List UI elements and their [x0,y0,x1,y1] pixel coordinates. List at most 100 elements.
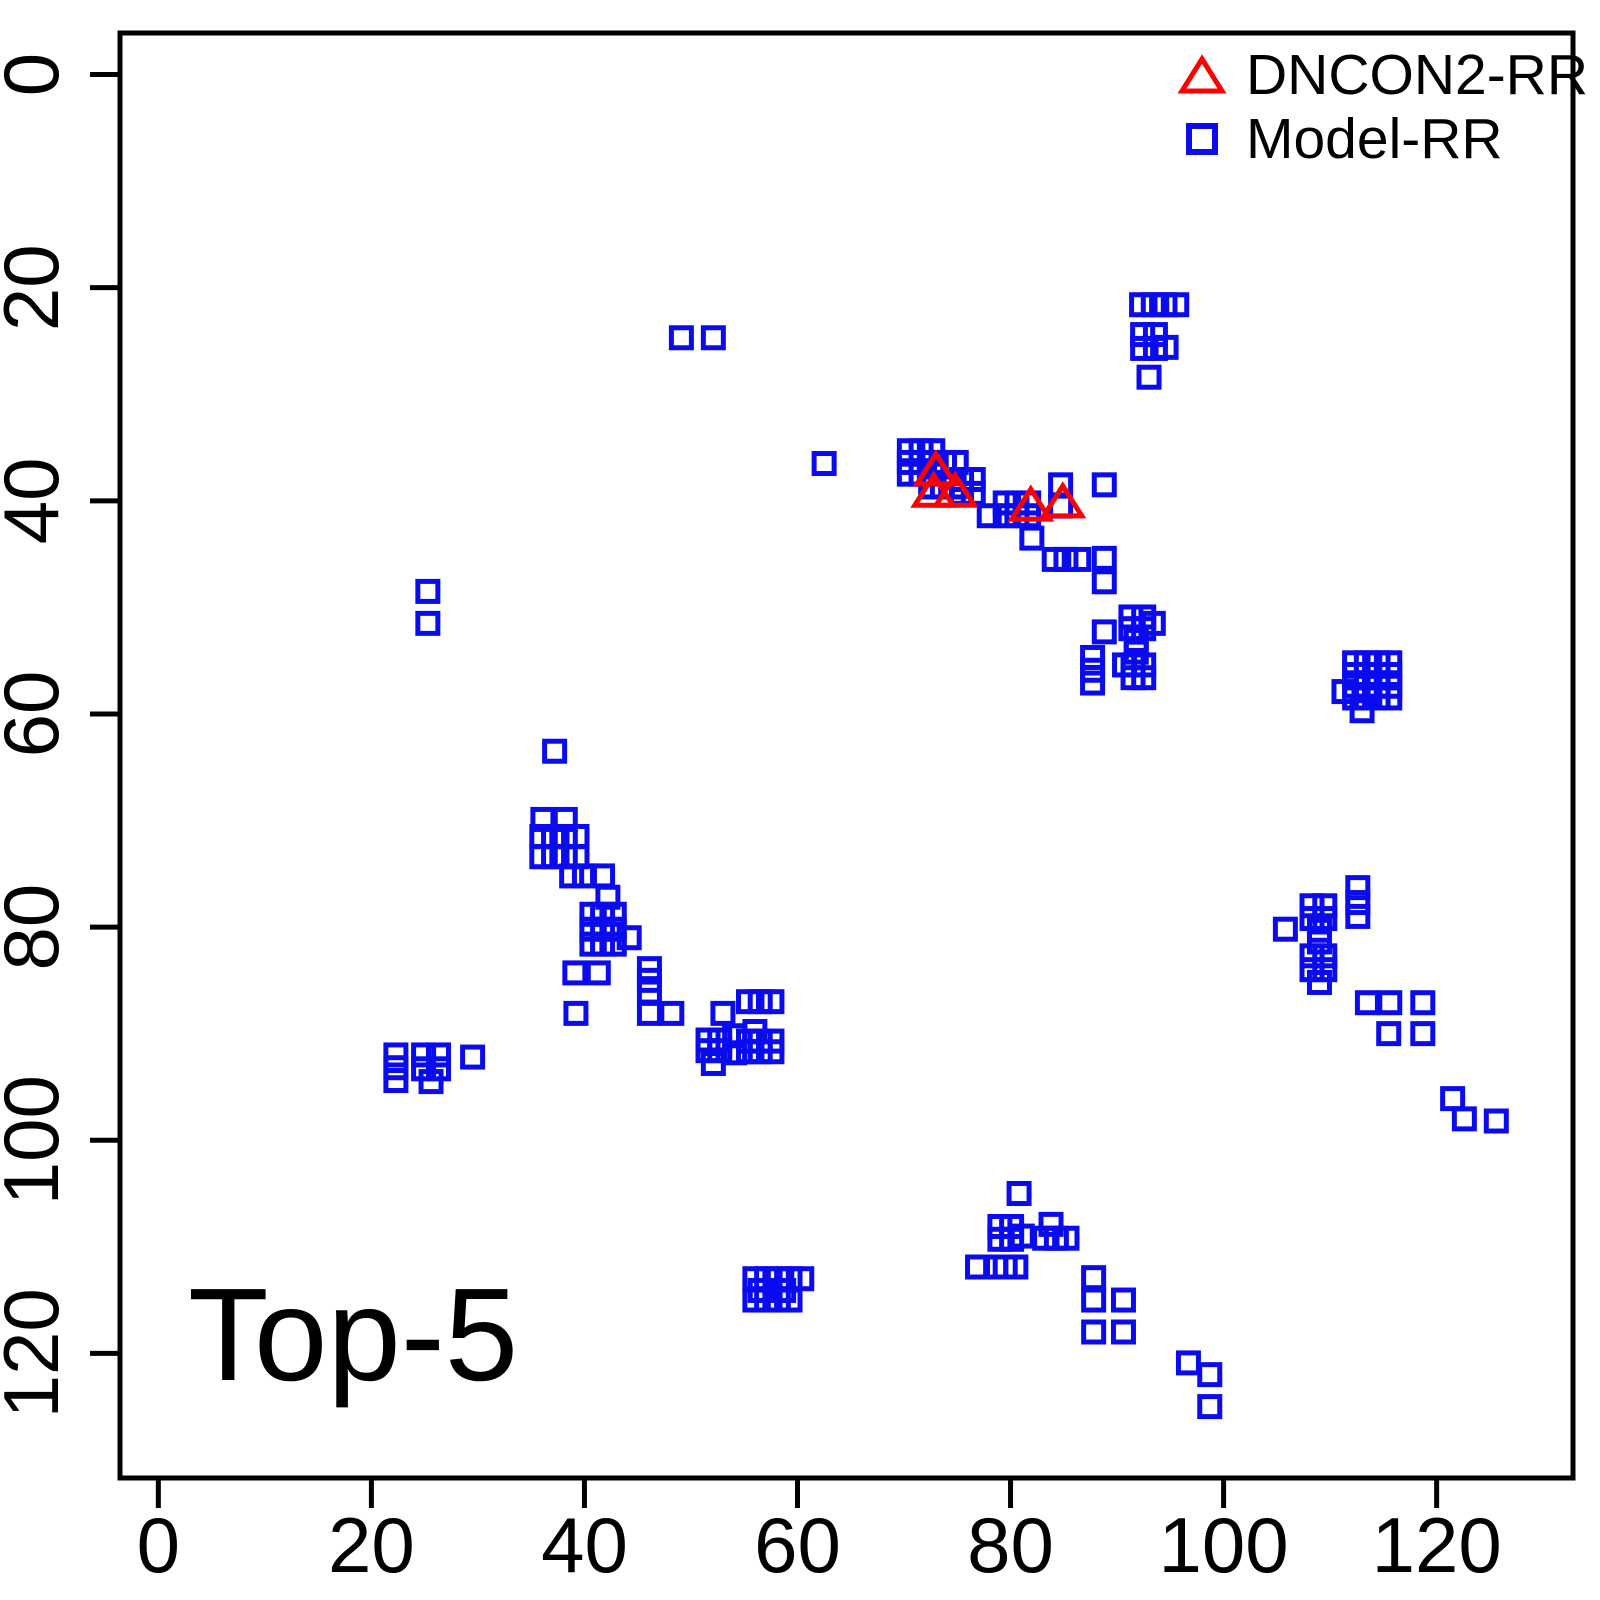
model-rr-point [1345,890,1371,916]
model-rr-point [616,925,642,951]
model-rr-point [1306,929,1332,955]
x-tick-label: 120 [1372,1501,1502,1589]
model-rr-point [1131,665,1157,691]
model-rr-point [1312,957,1338,983]
model-rr-point [1410,990,1436,1016]
model-rr-point [1451,1106,1477,1132]
model-rr-point [976,503,1002,529]
model-rr-point [1377,685,1403,711]
model-rr-point [1377,990,1403,1016]
model-rr-point [1054,1225,1080,1251]
y-tick-label: 60 [0,671,75,758]
model-rr-point [700,325,726,351]
model-rr-point [563,1000,589,1026]
model-rr-point [1038,1211,1064,1237]
x-tick-label: 0 [137,1501,180,1589]
model-rr-point [1331,679,1357,705]
model-rr-point [636,1000,662,1026]
model-rr-point [811,451,837,477]
y-tick-label: 20 [0,244,75,331]
model-rr-point [1197,1362,1223,1388]
triangle-marker-icon [1158,52,1246,98]
model-rr-point [759,989,785,1015]
model-rr-point [1312,943,1338,969]
x-tick-label: 60 [754,1501,841,1589]
model-rr-point [1345,875,1371,901]
model-rr-point [1306,969,1332,995]
model-rr-point [415,578,441,604]
model-rr-point [1175,1350,1201,1376]
plot-annotation-top5: Top-5 [188,1261,519,1408]
x-tick-label: 20 [328,1501,415,1589]
model-rr-point [1081,1287,1107,1313]
model-rr-point [1299,957,1325,983]
model-rr-point [1080,670,1106,696]
legend-label-model: Model-RR [1246,106,1503,171]
x-tick-label: 100 [1159,1501,1289,1589]
model-rr-point [1410,1021,1436,1047]
model-rr-point [1006,1180,1032,1206]
model-rr-point [1345,903,1371,929]
model-rr-point [418,1069,444,1095]
y-tick-label: 100 [0,1075,75,1205]
model-rr-point [1483,1108,1509,1134]
model-rr-point [426,1056,452,1082]
model-rr-point [383,1055,409,1081]
model-rr-point [383,1042,409,1068]
model-rr-point [1110,1287,1136,1313]
model-rr-point [1349,698,1375,724]
model-rr-point [411,1042,437,1068]
model-rr-point [1312,893,1338,919]
y-tick-label: 40 [0,457,75,544]
model-rr-point [1066,546,1092,572]
model-rr-point [1299,943,1325,969]
model-rr-point [1376,1021,1402,1047]
y-tick-label: 120 [0,1288,75,1418]
model-rr-point [411,1056,437,1082]
model-rr-point [1272,916,1298,942]
legend-item-dncon2: DNCON2-RR [1158,44,1588,106]
model-rr-point [562,960,588,986]
model-rr-point [460,1044,486,1070]
x-tick-label: 40 [541,1501,628,1589]
model-rr-point [1110,1319,1136,1345]
y-tick-label: 80 [0,884,75,971]
dncon2-rr-point [912,449,960,487]
model-rr-point [426,1042,452,1068]
model-rr-point [1053,546,1079,572]
dncon2-rr-point [1007,484,1055,522]
model-rr-point [383,1068,409,1094]
model-rr-point [1299,893,1325,919]
model-rr-point [1091,545,1117,571]
model-rr-point [659,1000,685,1026]
model-rr-point [1080,657,1106,683]
model-rr-point [1136,364,1162,390]
model-rr-point [1091,619,1117,645]
model-rr-point [1130,335,1156,361]
plot-frame [117,30,1576,1481]
model-rr-point [668,325,694,351]
model-rr-point [777,1287,803,1313]
dncon2-rr-point [931,470,979,508]
legend: DNCON2-RR Model-RR [1158,44,1588,170]
model-rr-point [1003,1254,1029,1280]
model-rr-point [1081,1265,1107,1291]
model-rr-point [1080,644,1106,670]
legend-item-model: Model-RR [1158,108,1588,170]
model-rr-point [595,884,621,910]
model-rr-point [1153,334,1179,360]
x-tick-label: 80 [967,1501,1054,1589]
model-rr-point [1140,610,1166,636]
model-rr-point [1197,1394,1223,1420]
model-rr-point [1091,472,1117,498]
model-rr-point [1019,525,1045,551]
model-rr-point [1091,569,1117,595]
model-rr-point [415,610,441,636]
model-rr-point [1164,292,1190,318]
model-rr-point [759,1039,785,1065]
model-rr-point [1130,322,1156,348]
model-rr-point [559,863,585,889]
model-rr-point [601,931,627,957]
